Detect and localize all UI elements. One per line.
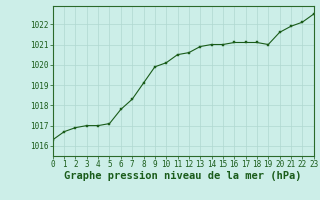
X-axis label: Graphe pression niveau de la mer (hPa): Graphe pression niveau de la mer (hPa) <box>64 171 302 181</box>
